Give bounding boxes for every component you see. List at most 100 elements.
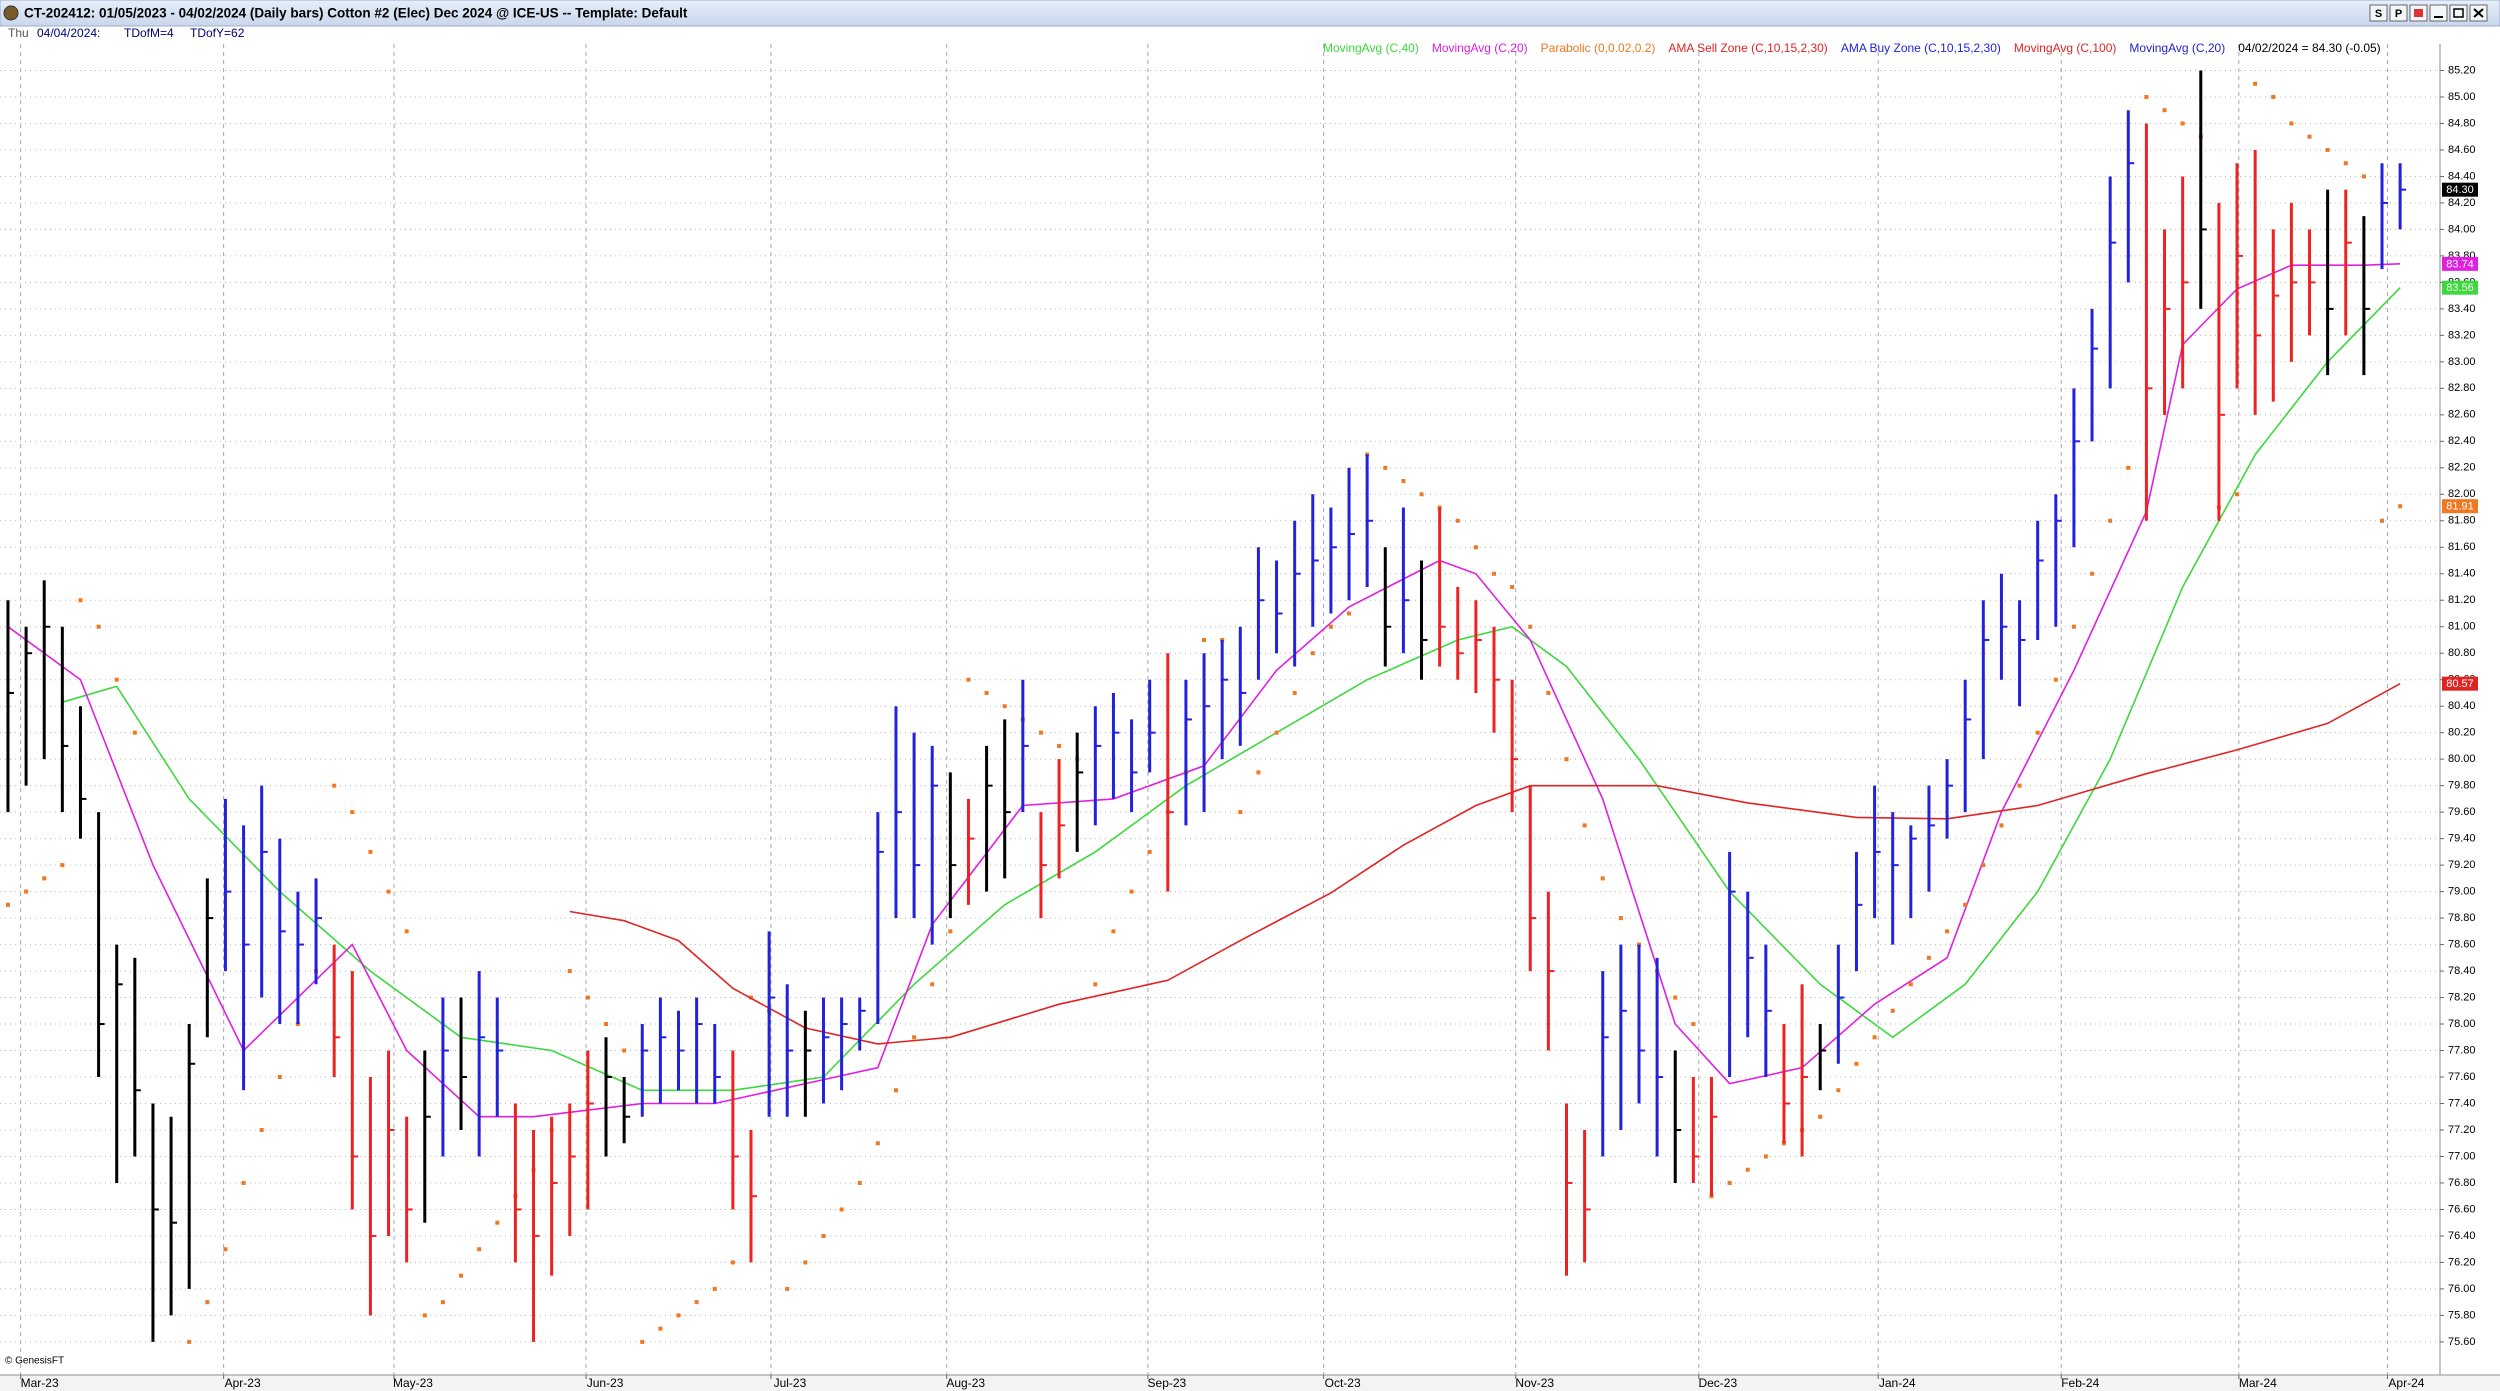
window-buttons: S P <box>2369 4 2488 22</box>
y-tick-label: 83.20 <box>2448 329 2476 341</box>
sar-dot <box>259 1127 264 1132</box>
y-tick-label: 76.20 <box>2448 1256 2476 1268</box>
sar-dot <box>1111 929 1116 934</box>
y-tick-label: 79.00 <box>2448 886 2476 898</box>
sar-dot <box>1908 982 1913 987</box>
y-tick-label: 84.80 <box>2448 117 2476 129</box>
y-tick-label: 76.40 <box>2448 1230 2476 1242</box>
button[interactable] <box>2389 4 2408 22</box>
sar-dot <box>2307 134 2312 139</box>
sar-dot <box>984 690 989 695</box>
y-tick-label: 78.80 <box>2448 912 2476 924</box>
sar-dot <box>495 1220 500 1225</box>
y-tick-label: 78.00 <box>2448 1018 2476 1030</box>
y-tick-label: 85.20 <box>2448 64 2476 76</box>
price-bars <box>6 70 2407 1342</box>
y-tick-label: 79.20 <box>2448 859 2476 871</box>
y-tick-label: 76.80 <box>2448 1177 2476 1189</box>
x-tick-label: Oct-23 <box>1325 1376 1361 1390</box>
sar-dot <box>1854 1061 1859 1066</box>
sar-dot <box>2380 518 2385 523</box>
sar-dot <box>2343 161 2348 166</box>
grid <box>0 44 2440 1375</box>
sar-dot <box>1999 823 2004 828</box>
sar-dot <box>1238 810 1243 815</box>
y-tick-label: 84.20 <box>2448 197 2476 209</box>
sar-dot <box>2162 108 2167 113</box>
x-tick-label: Jan-24 <box>1879 1376 1916 1390</box>
y-tick-label: 75.60 <box>2448 1336 2476 1348</box>
y-tick-label: 79.80 <box>2448 780 2476 792</box>
y-tick-label: 81.20 <box>2448 594 2476 606</box>
sar-dot <box>1419 492 1424 497</box>
sar-dot <box>1836 1088 1841 1093</box>
sar-dot <box>2235 492 2240 497</box>
y-tick-label: 80.40 <box>2448 700 2476 712</box>
sar-dot <box>332 783 337 788</box>
y-tick-label: 77.00 <box>2448 1150 2476 1162</box>
x-tick-label: Apr-24 <box>2388 1376 2424 1390</box>
icon <box>2473 8 2484 18</box>
x-tick-label: Mar-23 <box>21 1376 59 1390</box>
sar-dot <box>676 1313 681 1318</box>
sar-dot <box>1510 584 1515 589</box>
sar-dot <box>459 1273 464 1278</box>
y-tick-label: 76.00 <box>2448 1283 2476 1295</box>
sar-dot <box>2361 174 2366 179</box>
axis-labels: 75.60 75.80 76.00 76.20 76.40 76.60 76.80 77.00… <box>20 64 2478 1390</box>
sar-dot <box>205 1300 210 1305</box>
sar-dot <box>96 624 101 629</box>
legend-entry: MovingAvg (C,20) <box>2129 41 2225 55</box>
minimize-button[interactable] <box>2429 4 2448 22</box>
watermark: © GenesisFT <box>5 1356 64 1367</box>
sar-dot <box>948 929 953 934</box>
sar-dot <box>1763 1154 1768 1159</box>
sar-dot <box>404 929 409 934</box>
y-tick-label: 78.40 <box>2448 965 2476 977</box>
x-tick-label: Mar-24 <box>2239 1376 2277 1390</box>
title-bar <box>0 0 2500 27</box>
button[interactable] <box>2369 4 2388 22</box>
sar-dot <box>24 889 29 894</box>
date-strip <box>0 1376 2500 1391</box>
sar-dot <box>1256 770 1261 775</box>
quote: 04/02/2024 = 84.30 (-0.05) <box>2238 41 2380 55</box>
sar-dot <box>2017 783 2022 788</box>
y-tick-label: 77.40 <box>2448 1097 2476 1109</box>
sar-dot <box>114 677 119 682</box>
info-day: Thu <box>8 26 29 40</box>
x-tick-label: Feb-24 <box>2061 1376 2099 1390</box>
sar-dot <box>567 969 572 974</box>
sar-dot <box>60 863 65 868</box>
button-label: S <box>2375 8 2382 20</box>
sar-dot <box>1872 1035 1877 1040</box>
sar-dot <box>1818 1114 1823 1119</box>
x-tick-label: May-23 <box>393 1376 433 1390</box>
sar-dot <box>912 1035 917 1040</box>
legend-entry: AMA Sell Zone (C,10,15,2,30) <box>1668 41 1827 55</box>
y-tick-label: 79.60 <box>2448 806 2476 818</box>
sar-dot <box>1147 849 1152 854</box>
sar-dot <box>1945 929 1950 934</box>
sar-dot <box>1202 637 1207 642</box>
price-label: 83.56 <box>2446 282 2474 294</box>
restore-button[interactable] <box>2449 4 2468 22</box>
sar-dot <box>1328 624 1333 629</box>
sar-dot <box>2126 465 2131 470</box>
x-tick-label: Nov-23 <box>1515 1376 1554 1390</box>
sar-dot <box>422 1313 427 1318</box>
sar-dot <box>1310 651 1315 656</box>
sar-dot <box>730 1260 735 1265</box>
sar-dot <box>2253 81 2258 86</box>
sar-dot <box>1691 1022 1696 1027</box>
sar-dot <box>223 1247 228 1252</box>
sar-dot <box>1528 624 1533 629</box>
sar-dot <box>1093 982 1098 987</box>
sar-dot <box>1038 730 1043 735</box>
sar-dot <box>966 677 971 682</box>
price-label: 80.57 <box>2446 678 2474 690</box>
y-tick-label: 80.00 <box>2448 753 2476 765</box>
sar-dot <box>386 889 391 894</box>
icon <box>2414 9 2423 17</box>
